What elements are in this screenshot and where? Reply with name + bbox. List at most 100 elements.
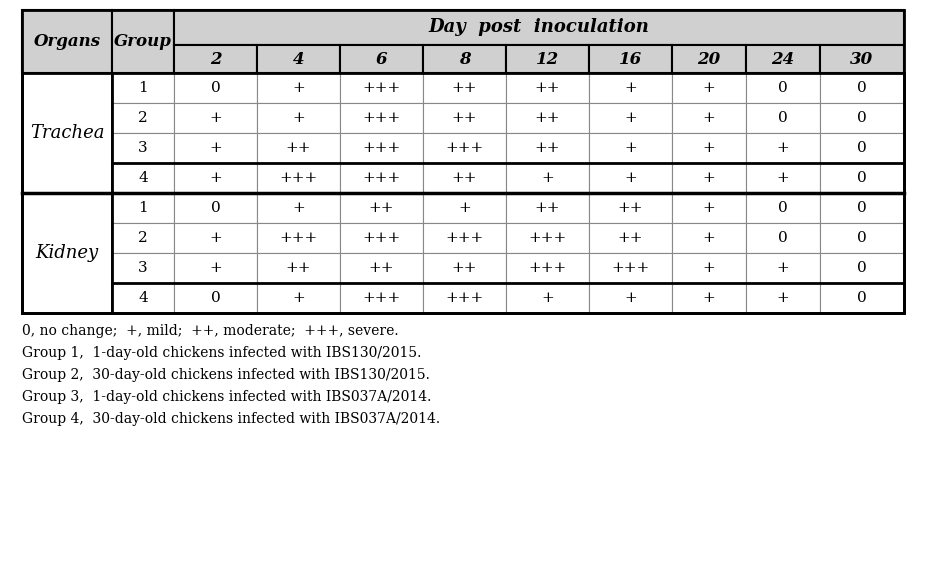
Bar <box>506 193 589 223</box>
Text: +++: +++ <box>529 231 567 245</box>
Text: +: + <box>777 141 789 155</box>
Bar <box>423 103 506 133</box>
Text: +++: +++ <box>611 261 650 275</box>
Text: Group 1,  1-day-old chickens infected with IBS130/2015.: Group 1, 1-day-old chickens infected wit… <box>22 346 421 360</box>
Bar <box>589 253 672 283</box>
Text: 30: 30 <box>850 50 873 68</box>
Bar <box>22 73 112 193</box>
Text: +: + <box>703 231 716 245</box>
Text: 0: 0 <box>857 231 867 245</box>
Text: ++: ++ <box>534 201 560 215</box>
Bar <box>112 10 174 73</box>
Bar <box>506 103 589 133</box>
Text: +++: +++ <box>362 81 401 95</box>
Bar <box>423 193 506 223</box>
Bar <box>112 73 174 103</box>
Bar <box>257 283 340 313</box>
Text: 0: 0 <box>778 111 788 125</box>
Bar <box>22 193 112 313</box>
Text: +: + <box>624 171 637 185</box>
Text: +: + <box>292 111 305 125</box>
Text: +: + <box>703 141 716 155</box>
Bar <box>257 45 340 73</box>
Text: ++: ++ <box>452 81 477 95</box>
Text: +++: +++ <box>362 111 401 125</box>
Text: Kidney: Kidney <box>35 244 98 262</box>
Text: ++: ++ <box>534 81 560 95</box>
Text: +: + <box>292 81 305 95</box>
Text: +: + <box>209 231 222 245</box>
Text: +++: +++ <box>280 231 318 245</box>
Bar <box>174 10 904 45</box>
Bar <box>257 163 340 193</box>
Bar <box>423 73 506 103</box>
Bar <box>174 193 257 223</box>
Bar <box>423 283 506 313</box>
Text: 4: 4 <box>138 171 148 185</box>
Bar <box>340 163 423 193</box>
Text: +: + <box>209 111 222 125</box>
Bar <box>340 283 423 313</box>
Bar <box>746 193 820 223</box>
Text: 0: 0 <box>857 81 867 95</box>
Text: Organs: Organs <box>33 33 101 50</box>
Bar <box>672 73 746 103</box>
Bar <box>746 163 820 193</box>
Bar <box>174 283 257 313</box>
Bar <box>589 133 672 163</box>
Text: +: + <box>624 141 637 155</box>
Text: +: + <box>209 171 222 185</box>
Text: Group 3,  1-day-old chickens infected with IBS037A/2014.: Group 3, 1-day-old chickens infected wit… <box>22 390 432 404</box>
Text: ++: ++ <box>286 261 311 275</box>
Text: +: + <box>292 291 305 305</box>
Bar <box>820 103 904 133</box>
Bar <box>174 103 257 133</box>
Text: +: + <box>624 291 637 305</box>
Text: +: + <box>458 201 471 215</box>
Text: 2: 2 <box>209 50 221 68</box>
Bar <box>589 283 672 313</box>
Text: ++: ++ <box>534 141 560 155</box>
Bar <box>257 193 340 223</box>
Bar <box>423 253 506 283</box>
Bar <box>257 133 340 163</box>
Text: +++: +++ <box>362 231 401 245</box>
Bar <box>340 73 423 103</box>
Bar <box>672 163 746 193</box>
Text: +++: +++ <box>362 291 401 305</box>
Bar <box>589 163 672 193</box>
Text: +++: +++ <box>362 171 401 185</box>
Text: 0: 0 <box>857 291 867 305</box>
Text: 0: 0 <box>857 201 867 215</box>
Text: 0: 0 <box>857 261 867 275</box>
Text: +++: +++ <box>445 141 483 155</box>
Bar <box>820 283 904 313</box>
Bar <box>506 163 589 193</box>
Bar <box>112 283 174 313</box>
Bar <box>174 223 257 253</box>
Bar <box>174 163 257 193</box>
Bar <box>672 45 746 73</box>
Text: +++: +++ <box>445 231 483 245</box>
Text: Day  post  inoculation: Day post inoculation <box>429 19 649 36</box>
Text: ++: ++ <box>534 111 560 125</box>
Bar <box>589 45 672 73</box>
Bar <box>589 193 672 223</box>
Text: +: + <box>703 201 716 215</box>
Bar <box>589 223 672 253</box>
Bar <box>112 103 174 133</box>
Text: 0: 0 <box>857 171 867 185</box>
Bar <box>820 223 904 253</box>
Bar <box>340 133 423 163</box>
Bar <box>257 223 340 253</box>
Text: 2: 2 <box>138 111 148 125</box>
Bar <box>820 133 904 163</box>
Text: +: + <box>624 111 637 125</box>
Bar <box>174 253 257 283</box>
Bar <box>257 103 340 133</box>
Text: 24: 24 <box>771 50 795 68</box>
Bar <box>340 193 423 223</box>
Text: 0: 0 <box>210 81 220 95</box>
Bar <box>112 193 174 223</box>
Bar <box>820 193 904 223</box>
